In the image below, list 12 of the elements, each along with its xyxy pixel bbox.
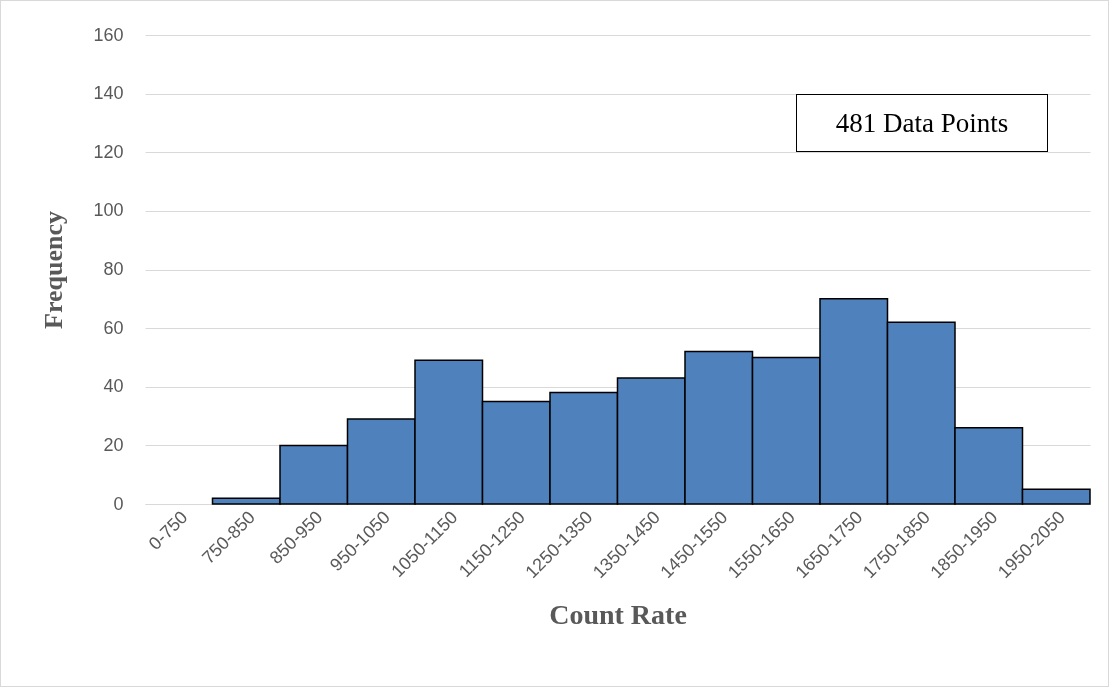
annotation: 481 Data Points xyxy=(796,94,1048,152)
y-tick-label: 40 xyxy=(103,376,124,397)
y-tick-label: 100 xyxy=(93,200,124,221)
y-tick-label: 20 xyxy=(103,434,124,455)
x-axis-title: Count Rate xyxy=(549,599,687,631)
y-tick-label: 80 xyxy=(103,259,124,279)
y-axis-title: Frequency xyxy=(39,211,69,329)
y-tick-label: 60 xyxy=(103,317,124,338)
y-tick-label: 160 xyxy=(93,24,124,45)
y-tick-label: 0 xyxy=(113,493,124,514)
y-tick-label: 140 xyxy=(93,83,124,104)
y-tick-label: 120 xyxy=(93,141,124,162)
